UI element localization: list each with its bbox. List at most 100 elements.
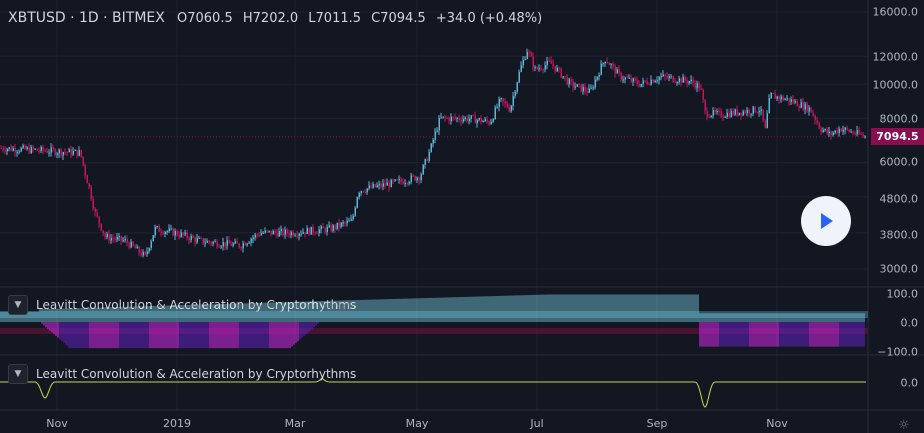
candle-body xyxy=(24,145,26,150)
candle-body xyxy=(384,183,386,186)
candle-body xyxy=(386,182,388,186)
candle-body xyxy=(252,237,254,239)
candle-body xyxy=(64,152,66,154)
candle-body xyxy=(38,150,40,152)
candle-body xyxy=(466,117,468,121)
candle-body xyxy=(522,59,524,66)
play-replay-button[interactable] xyxy=(801,196,851,246)
candle-body xyxy=(190,236,192,241)
candle-body xyxy=(714,110,716,113)
candle-body xyxy=(766,113,768,128)
candle-body xyxy=(620,72,622,80)
candle-body xyxy=(166,231,168,233)
candle-body xyxy=(326,227,328,233)
candle-body xyxy=(498,98,500,107)
candle-body xyxy=(520,65,522,72)
candle-body xyxy=(290,231,292,236)
candle-body xyxy=(134,245,136,249)
candle-body xyxy=(734,109,736,115)
candle-body xyxy=(12,148,14,151)
time-tick: Nov xyxy=(766,417,788,430)
time-tick: Sep xyxy=(646,417,668,430)
candle-body xyxy=(94,208,96,212)
candle-body xyxy=(226,240,228,247)
indicator1-title[interactable]: Leavitt Convolution & Acceleration by Cr… xyxy=(36,298,357,312)
candle-body xyxy=(362,191,364,193)
candle-body xyxy=(224,242,226,247)
candle-body xyxy=(790,99,792,102)
candle-body xyxy=(550,60,552,64)
candle-body xyxy=(570,79,572,82)
candle-body xyxy=(42,146,44,151)
candle-body xyxy=(430,143,432,153)
indicator1-tick: −100.0 xyxy=(877,345,918,359)
candle-body xyxy=(418,177,420,181)
collapse-chevron-icon[interactable]: ▼ xyxy=(8,295,28,315)
candle-body xyxy=(572,81,574,88)
candle-body xyxy=(400,179,402,182)
candle-body xyxy=(838,128,840,133)
candle-body xyxy=(566,77,568,85)
candle-body xyxy=(406,183,408,185)
candle-body xyxy=(60,149,62,156)
candle-body xyxy=(518,71,520,83)
time-tick: Mar xyxy=(284,417,306,430)
candle-body xyxy=(170,228,172,230)
candle-body xyxy=(248,242,250,244)
candle-body xyxy=(604,61,606,64)
candle-body xyxy=(844,127,846,130)
candle-body xyxy=(640,83,642,87)
collapse-chevron-icon[interactable]: ▼ xyxy=(8,364,28,384)
candle-body xyxy=(308,228,310,235)
symbol-name[interactable]: XBTUSD · 1D · BITMEX xyxy=(8,10,165,26)
candle-body xyxy=(160,231,162,233)
candle-body xyxy=(508,107,510,112)
candle-body xyxy=(536,67,538,69)
candle-body xyxy=(78,150,80,156)
candle-body xyxy=(424,158,426,165)
candle-body xyxy=(738,112,740,115)
candle-body xyxy=(668,76,670,78)
candle-body xyxy=(48,152,50,154)
candle-body xyxy=(118,236,120,238)
candle-body xyxy=(52,147,54,150)
candle-body xyxy=(16,151,18,153)
candle-body xyxy=(842,129,844,132)
candle-body xyxy=(18,151,20,153)
candle-body xyxy=(234,241,236,244)
candle-body xyxy=(824,129,826,131)
candle-body xyxy=(588,88,590,93)
candle-body xyxy=(88,183,90,188)
candle-body xyxy=(592,87,594,89)
candle-body xyxy=(22,145,24,148)
candle-body xyxy=(780,96,782,100)
candle-body xyxy=(354,207,356,216)
candle-body xyxy=(584,87,586,92)
candle-body xyxy=(222,242,224,247)
candle-body xyxy=(568,79,570,85)
candle-body xyxy=(458,117,460,121)
candle-body xyxy=(58,149,60,154)
candle-body xyxy=(374,184,376,188)
candle-body xyxy=(454,116,456,119)
candle-body xyxy=(84,164,86,176)
candle-body xyxy=(408,181,410,184)
candle-body xyxy=(516,82,518,92)
candle-body xyxy=(68,149,70,153)
candle-body xyxy=(480,118,482,123)
candle-body xyxy=(432,139,434,144)
candle-body xyxy=(372,184,374,188)
candle-body xyxy=(440,117,442,119)
candle-body xyxy=(696,83,698,88)
candle-body xyxy=(792,99,794,103)
candle-body xyxy=(512,96,514,106)
candle-body xyxy=(184,232,186,235)
candle-body xyxy=(606,61,608,64)
candle-body xyxy=(774,93,776,99)
candle-body xyxy=(686,80,688,84)
candle-body xyxy=(172,228,174,236)
candle-body xyxy=(456,117,458,119)
settings-gear-icon[interactable]: ☼ xyxy=(898,418,910,433)
indicator2-title[interactable]: Leavitt Convolution & Acceleration by Cr… xyxy=(36,367,357,381)
